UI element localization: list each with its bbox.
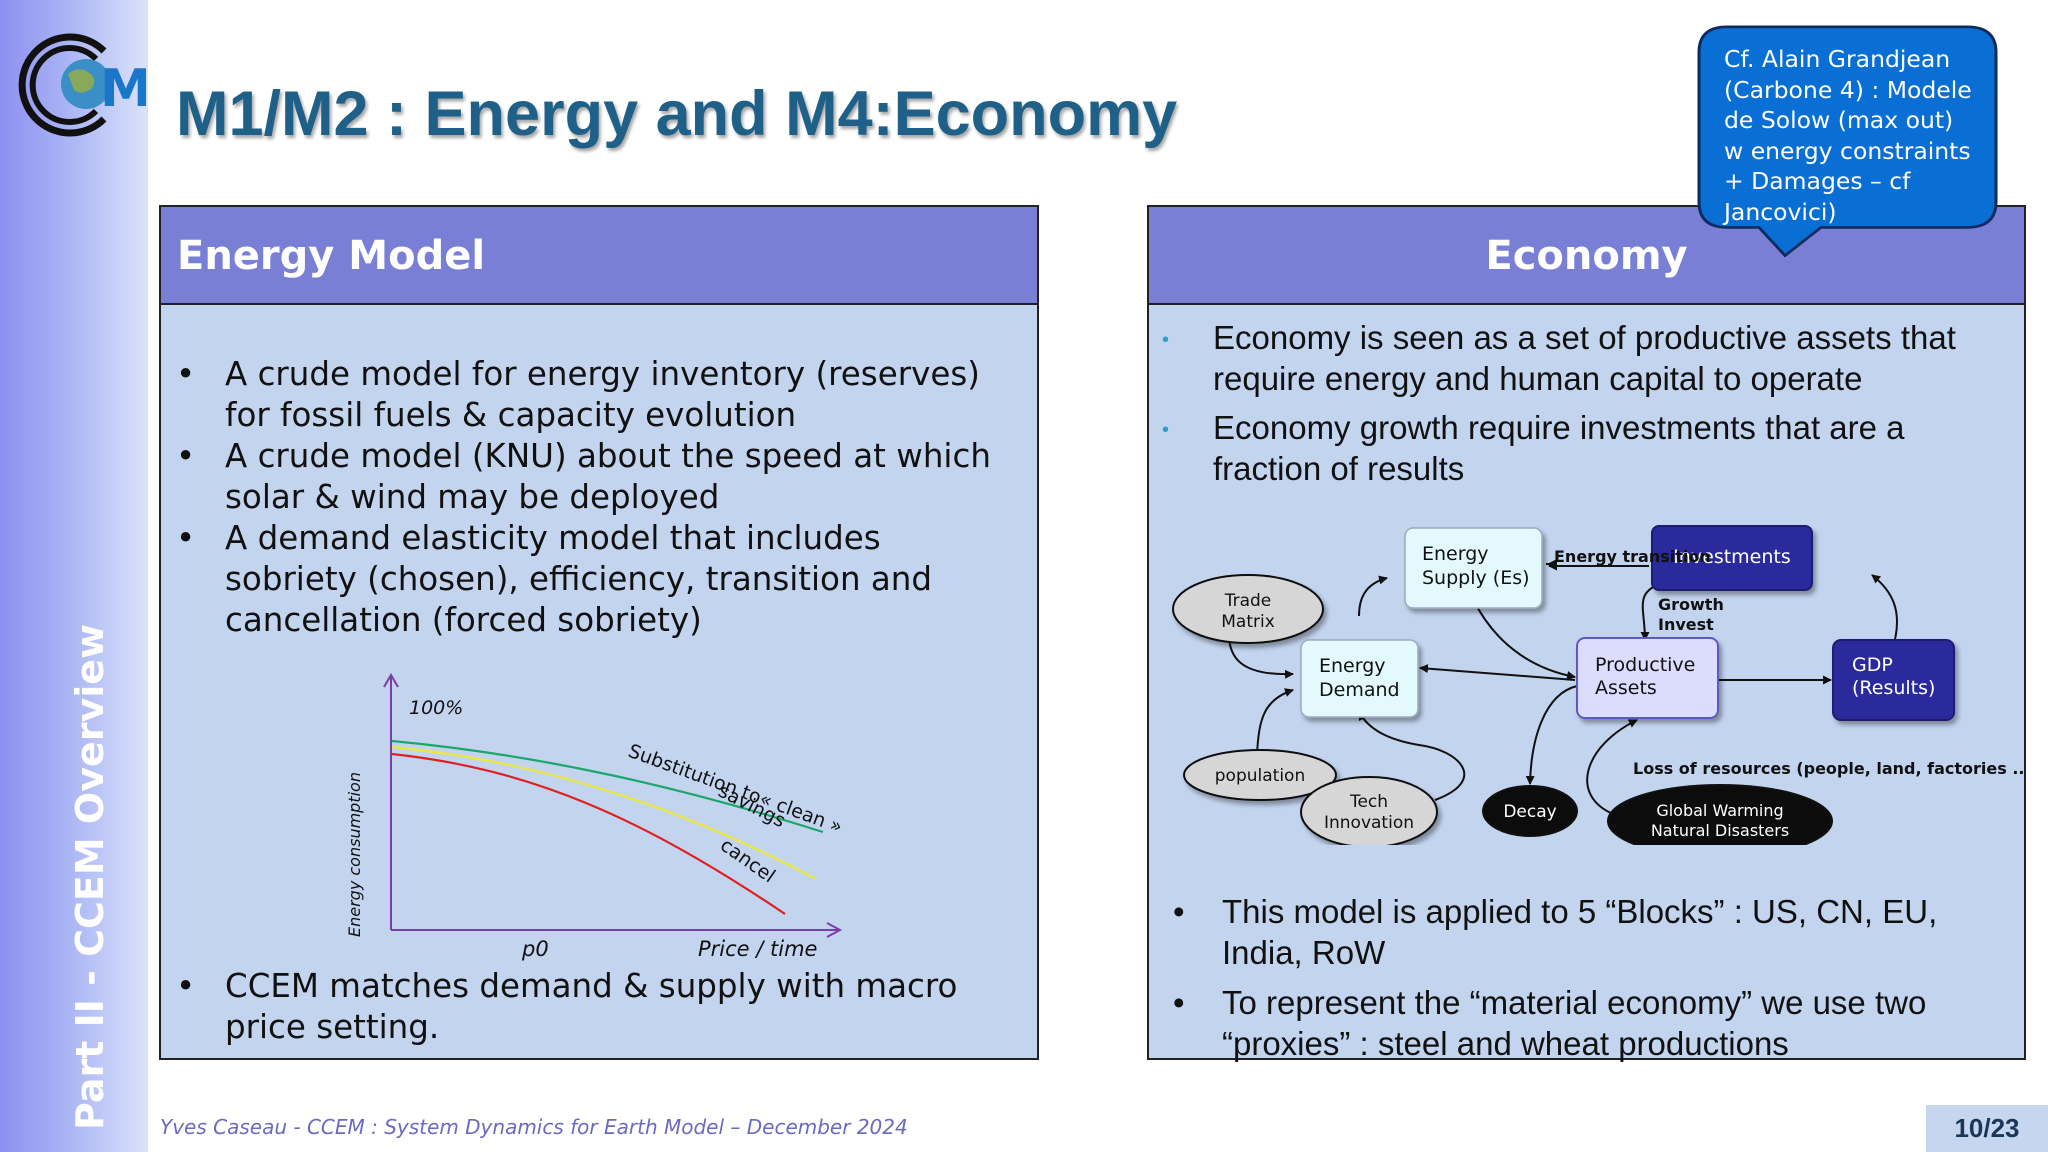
population-node [1183,749,1337,801]
slide-title: M1/M2 : Energy and M4:Economy [176,79,1178,149]
gdp-label: (Results) [1852,677,1935,699]
productive-assets-node [1576,637,1719,719]
x-tick-p0: p0 [521,937,549,961]
economy-panel: Economy Economy is seen as a set of prod… [1147,205,2026,1062]
energy-supply-label: Energy [1422,543,1489,565]
energy-demand-label: Energy [1319,655,1386,677]
energy-transition-label: Energy transition [1554,547,1711,566]
decay-node [1482,785,1578,837]
y-axis-label: Energy consumption [345,772,364,937]
ccem-logo: M [18,33,146,137]
productive-assets-label: Productive [1595,654,1695,676]
tech-innovation-node [1300,776,1438,845]
global-warming-node [1607,784,1833,845]
callout-text: Cf. Alain Grandjean (Carbone 4) : Modele… [1724,44,1994,227]
callout-line: Cf. Alain Grandjean [1724,45,1951,73]
investments-node [1651,525,1813,591]
economy-header-label: Economy [1485,233,1688,279]
population-label: population [1215,766,1305,786]
cancel-curve [391,752,786,915]
economy-bottom-bullet: To represent the “material economy” we u… [1158,982,2008,1064]
gdp-node [1832,639,1955,721]
sidebar: Part II - CCEM Overview [0,0,148,1152]
growth-invest-label: Invest [1658,615,1714,634]
energy-bullet: A crude model (KNU) about the speed at w… [161,436,1021,518]
svg-text:M: M [100,59,146,119]
trade-matrix-node [1172,574,1324,644]
investments-label: Investments [1673,546,1791,568]
economy-bottom-bullet-list: This model is applied to 5 “Blocks” : US… [1158,891,2008,1064]
tech-innovation-label: Innovation [1324,813,1414,833]
x-axis-arrow [826,922,843,938]
global-warming-label: Natural Disasters [1651,821,1789,840]
energy-bottom-bullet: CCEM matches demand & supply with macro … [161,966,1021,1048]
section-label: Part II - CCEM Overview [68,623,112,1130]
callout-line: w energy constraints [1724,136,1971,165]
tech-innovation-label: Tech [1349,792,1388,812]
global-warming-label: Global Warming [1656,801,1783,820]
energy-model-header-label: Energy Model [177,233,486,279]
footer-credit: Yves Caseau - CCEM : System Dynamics for… [160,1115,908,1139]
economy-bullet: Economy is seen as a set of productive a… [1149,317,2009,399]
x-axis-label: Price / time [698,937,817,961]
cancel-label: cancel [716,834,779,887]
energy-bottom-bullet-list: CCEM matches demand & supply with macro … [161,966,1021,1048]
energy-bullet-list: A crude model for energy inventory (rese… [161,354,1021,641]
gdp-label: GDP [1852,654,1893,676]
productive-assets-label: Assets [1595,677,1657,699]
decay-label: Decay [1503,802,1556,822]
substitution-curve [391,739,824,834]
economy-diagram: Trade Matrix Energy Supply (Es) Investme… [1172,525,2024,845]
energy-model-header: Energy Model [161,207,1037,305]
energy-demand-label: Demand [1319,679,1400,701]
loss-of-resources-label: Loss of resources (people, land, factori… [1633,759,2024,778]
page-number: 10/23 [1926,1105,2048,1152]
top-label: 100% [409,697,463,719]
callout-line: de Solow (max out) [1724,106,1954,134]
callout-line: Jancovici) [1724,197,1837,226]
callout-line: + Damages – cf [1724,167,1911,195]
energy-supply-node [1404,527,1543,609]
savings-curve [391,745,817,881]
demand-elasticity-chart: 100% Energy consumption p0 Price / time … [345,673,845,961]
economy-bullet: Economy growth require investments that … [1149,407,2009,489]
trade-matrix-label: Trade [1224,591,1272,611]
trade-matrix-label: Matrix [1221,612,1275,632]
callout-line: (Carbone 4) : Modele [1724,75,1972,104]
y-axis-arrow [383,673,399,688]
callout-bubble [1697,25,1998,258]
energy-bullet: A demand elasticity model that includes … [161,518,1021,641]
energy-supply-label: Supply (Es) [1422,567,1530,589]
energy-bullet: A crude model for energy inventory (rese… [161,354,1021,436]
energy-demand-node [1300,639,1419,718]
energy-model-panel: Energy Model A crude model for energy in… [159,205,1039,1060]
growth-invest-label: Growth [1658,595,1724,614]
economy-top-bullet-list: Economy is seen as a set of productive a… [1149,317,2009,489]
economy-bottom-bullet: This model is applied to 5 “Blocks” : US… [1158,891,2008,973]
